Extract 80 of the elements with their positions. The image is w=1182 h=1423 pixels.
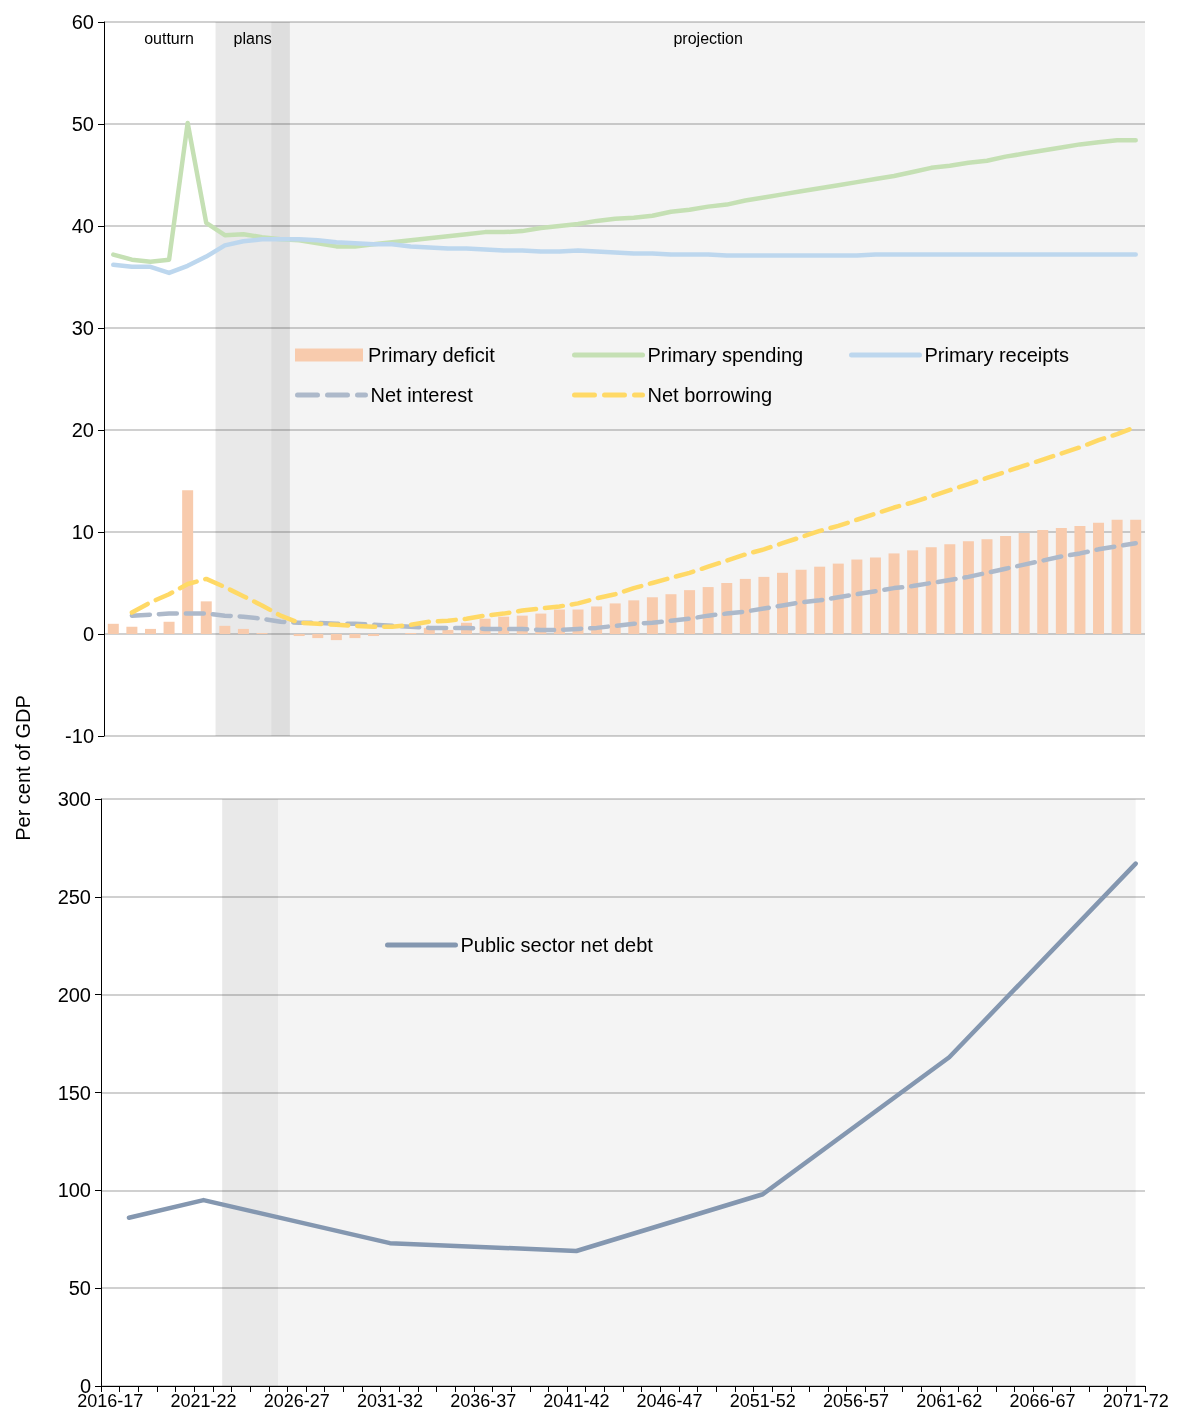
- legend-label: Net borrowing: [647, 384, 773, 406]
- y-tick-label: 60: [71, 11, 94, 33]
- legend-label: Net interest: [370, 384, 474, 406]
- x-tick-label: 2046-47: [636, 1391, 703, 1411]
- bar: [219, 625, 231, 634]
- y-tick-label: 30: [71, 317, 94, 339]
- line-series: [126, 861, 1138, 1254]
- y-tick-label: 250: [57, 885, 91, 908]
- bar: [182, 490, 194, 634]
- bar: [1130, 519, 1142, 634]
- bar: [163, 621, 175, 634]
- bar: [684, 590, 696, 634]
- bar: [1093, 522, 1105, 634]
- y-tick-label: -10: [65, 725, 94, 747]
- bar: [665, 594, 677, 634]
- y-tick-label: 20: [71, 419, 94, 441]
- bar: [758, 576, 770, 634]
- y-tick-label: 50: [68, 1277, 91, 1300]
- bar: [237, 628, 249, 634]
- x-tick-label: 2041-42: [543, 1391, 610, 1411]
- bar: [349, 634, 361, 639]
- y-tick-label: 0: [82, 623, 94, 645]
- x-tick-label: 2021-22: [170, 1391, 237, 1411]
- x-tick-label: 2061-62: [916, 1391, 983, 1411]
- bar: [144, 628, 156, 634]
- x-tick-label: 2031-32: [356, 1391, 423, 1411]
- x-tick-label: 2051-52: [729, 1391, 796, 1411]
- legend-label: Primary receipts: [924, 344, 1069, 366]
- bar: [777, 572, 789, 634]
- legend-label: Public sector net debt: [460, 934, 654, 956]
- bar: [925, 547, 937, 634]
- bar: [888, 553, 900, 634]
- bar: [1000, 536, 1012, 634]
- bar: [739, 578, 751, 634]
- bar: [702, 587, 714, 634]
- annotation: outturn: [144, 29, 194, 47]
- legend-label: Primary deficit: [368, 344, 496, 366]
- bar: [1111, 519, 1123, 634]
- bar: [1055, 527, 1067, 634]
- y-tick-label: 150: [57, 1081, 91, 1104]
- y-tick-label: 50: [71, 113, 94, 135]
- bar: [795, 569, 807, 634]
- y-tick-label: 100: [57, 1179, 91, 1202]
- x-tick-label: 2071-72: [1102, 1391, 1169, 1411]
- y-tick-label: 300: [57, 788, 91, 810]
- line-series: [111, 120, 1138, 264]
- bar: [293, 634, 305, 637]
- y-tick-label: 10: [71, 521, 94, 543]
- bar: [962, 541, 974, 634]
- y-axis-title: Per cent of GDP: [12, 695, 34, 841]
- bar: [200, 601, 212, 634]
- bar: [368, 634, 380, 637]
- bar: [107, 623, 119, 634]
- annotation: projection: [673, 29, 743, 47]
- bar: [832, 563, 844, 634]
- bar: [330, 634, 342, 641]
- bar: [1074, 525, 1086, 634]
- bar: [1037, 529, 1049, 634]
- line-series: [111, 237, 1138, 276]
- x-tick-label: 2036-37: [450, 1391, 517, 1411]
- bar: [944, 544, 956, 634]
- bar: [851, 559, 863, 634]
- bar: [442, 629, 454, 634]
- bar: [814, 566, 826, 634]
- y-tick-label: 40: [71, 215, 94, 237]
- bar: [609, 603, 621, 634]
- x-tick-label: 2066-67: [1009, 1391, 1076, 1411]
- bar: [981, 539, 993, 634]
- x-tick-label: 2026-27: [263, 1391, 330, 1411]
- x-tick-label: 2056-57: [823, 1391, 890, 1411]
- bar: [869, 557, 881, 634]
- bar: [312, 634, 324, 639]
- annotation: plans: [233, 29, 272, 47]
- legend-label: Primary spending: [647, 344, 804, 366]
- bar: [907, 550, 919, 634]
- line-series: [129, 540, 1138, 633]
- bar: [1018, 533, 1030, 634]
- bar: [126, 626, 138, 634]
- bar: [721, 583, 733, 634]
- y-tick-label: 200: [57, 983, 91, 1006]
